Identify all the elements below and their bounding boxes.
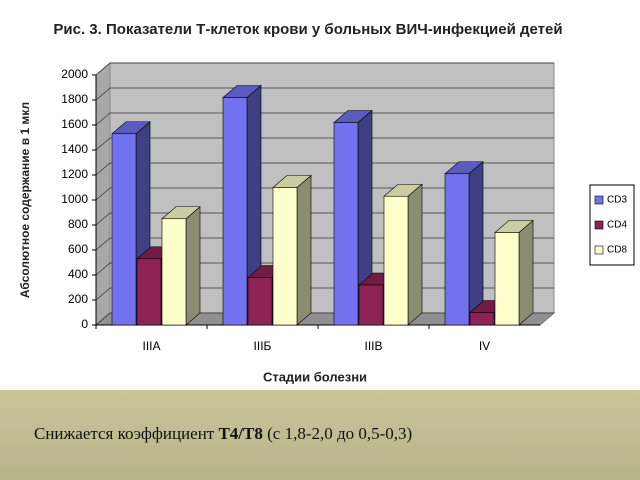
- y-tick-label: 1400: [61, 142, 88, 156]
- legend-swatch: [594, 195, 604, 205]
- chart-title: Рис. 3. Показатели Т-клеток крови у боль…: [53, 21, 562, 38]
- bar-front: [333, 122, 359, 326]
- x-tick-label: IIIБ: [254, 339, 272, 353]
- bar: [272, 174, 312, 326]
- bar-side: [468, 161, 484, 326]
- bar-front: [247, 277, 273, 326]
- bar-front: [469, 312, 495, 326]
- bar-front: [272, 187, 298, 326]
- y-tick-label: 0: [81, 317, 88, 331]
- bar-front: [494, 232, 520, 326]
- bar-side: [407, 183, 423, 326]
- y-tick-label: 600: [68, 242, 88, 256]
- legend-swatch: [594, 220, 604, 230]
- bar-side: [518, 219, 534, 326]
- bar-front: [444, 173, 470, 326]
- grid-line: [95, 87, 554, 101]
- chart: Рис. 3. Показатели Т-клеток крови у боль…: [18, 20, 635, 385]
- bar: [444, 161, 484, 326]
- legend-swatch: [594, 245, 604, 255]
- bar: [222, 84, 262, 326]
- grid-line: [95, 62, 554, 76]
- legend-label: CD4: [607, 220, 627, 231]
- bar: [161, 206, 201, 326]
- grid-line: [95, 112, 554, 126]
- bar: [383, 183, 423, 326]
- x-tick-label: IV: [479, 339, 490, 353]
- bar: [333, 109, 373, 326]
- legend-label: CD8: [607, 245, 627, 256]
- legend-label: CD3: [607, 195, 627, 206]
- bar-front: [161, 218, 187, 326]
- y-tick-label: 1600: [61, 117, 88, 131]
- bar-front: [136, 258, 162, 326]
- caption: Снижается коэффициент Т4/Т8 (с 1,8-2,0 д…: [34, 424, 412, 444]
- grid-line: [95, 137, 554, 151]
- caption-tail: (с 1,8-2,0 до 0,5-0,3): [262, 424, 413, 443]
- y-tick-label: 200: [68, 292, 88, 306]
- bar: [494, 219, 534, 326]
- bar-front: [383, 195, 409, 326]
- bar-front: [358, 284, 384, 326]
- y-tick-label: 1000: [61, 192, 88, 206]
- bar-side: [185, 206, 201, 326]
- y-tick-label: 800: [68, 217, 88, 231]
- caption-text: Снижается коэффициент: [34, 424, 219, 443]
- y-tick-label: 2000: [61, 67, 88, 81]
- bar-front: [222, 97, 248, 326]
- caption-bold: Т4/Т8: [218, 424, 263, 443]
- grid-line: [95, 162, 554, 176]
- y-tick-label: 400: [68, 267, 88, 281]
- y-tick-label: 1800: [61, 92, 88, 106]
- x-axis-label: Стадии болезни: [263, 369, 367, 384]
- y-axis-label: Абсолютное содержание в 1 мкл: [18, 102, 32, 298]
- x-tick-label: IIIA: [142, 339, 160, 353]
- y-tick-label: 1200: [61, 167, 88, 181]
- bar-front: [111, 133, 137, 326]
- x-tick-label: IIIВ: [364, 339, 382, 353]
- bar-side: [296, 174, 312, 326]
